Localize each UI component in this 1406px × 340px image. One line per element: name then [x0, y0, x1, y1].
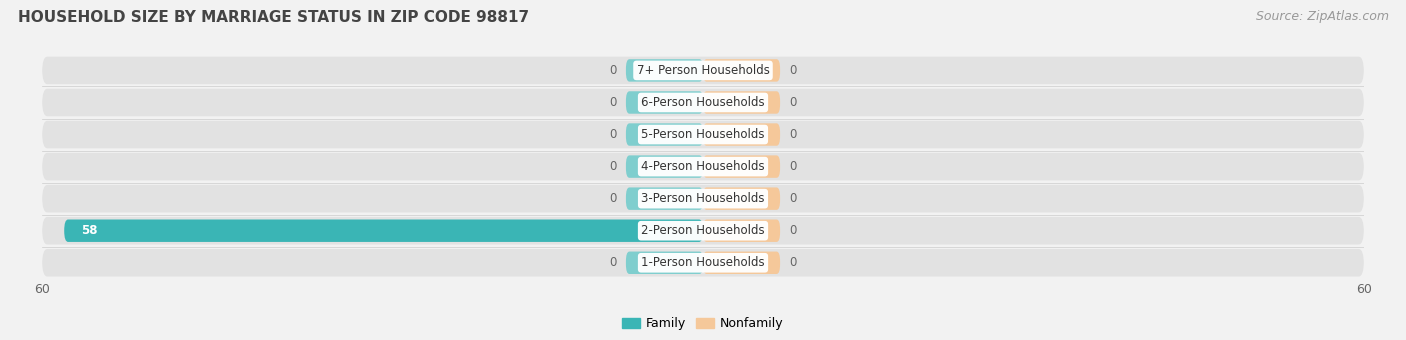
FancyBboxPatch shape — [626, 91, 703, 114]
Text: HOUSEHOLD SIZE BY MARRIAGE STATUS IN ZIP CODE 98817: HOUSEHOLD SIZE BY MARRIAGE STATUS IN ZIP… — [18, 10, 530, 25]
Text: 0: 0 — [789, 192, 796, 205]
FancyBboxPatch shape — [703, 187, 780, 210]
FancyBboxPatch shape — [703, 123, 780, 146]
Text: 0: 0 — [789, 96, 796, 109]
Text: 0: 0 — [610, 96, 617, 109]
Text: 6-Person Households: 6-Person Households — [641, 96, 765, 109]
FancyBboxPatch shape — [42, 57, 1364, 84]
FancyBboxPatch shape — [703, 91, 780, 114]
Text: 0: 0 — [610, 192, 617, 205]
Text: 58: 58 — [80, 224, 97, 237]
FancyBboxPatch shape — [65, 220, 703, 242]
FancyBboxPatch shape — [626, 187, 703, 210]
FancyBboxPatch shape — [626, 252, 703, 274]
Text: 7+ Person Households: 7+ Person Households — [637, 64, 769, 77]
FancyBboxPatch shape — [42, 153, 1364, 181]
FancyBboxPatch shape — [626, 59, 703, 82]
Text: 0: 0 — [789, 256, 796, 269]
FancyBboxPatch shape — [703, 155, 780, 178]
FancyBboxPatch shape — [703, 252, 780, 274]
Text: 0: 0 — [789, 64, 796, 77]
Legend: Family, Nonfamily: Family, Nonfamily — [617, 312, 789, 335]
Text: 0: 0 — [610, 128, 617, 141]
Text: 0: 0 — [789, 224, 796, 237]
Text: 2-Person Households: 2-Person Households — [641, 224, 765, 237]
Text: 4-Person Households: 4-Person Households — [641, 160, 765, 173]
FancyBboxPatch shape — [626, 123, 703, 146]
Text: 5-Person Households: 5-Person Households — [641, 128, 765, 141]
Text: 0: 0 — [789, 160, 796, 173]
FancyBboxPatch shape — [703, 220, 780, 242]
Text: 3-Person Households: 3-Person Households — [641, 192, 765, 205]
Text: 0: 0 — [610, 160, 617, 173]
FancyBboxPatch shape — [626, 155, 703, 178]
Text: 0: 0 — [789, 128, 796, 141]
Text: Source: ZipAtlas.com: Source: ZipAtlas.com — [1256, 10, 1389, 23]
FancyBboxPatch shape — [42, 185, 1364, 212]
Text: 0: 0 — [610, 256, 617, 269]
FancyBboxPatch shape — [703, 59, 780, 82]
Text: 0: 0 — [610, 64, 617, 77]
FancyBboxPatch shape — [42, 217, 1364, 244]
Text: 1-Person Households: 1-Person Households — [641, 256, 765, 269]
FancyBboxPatch shape — [42, 121, 1364, 148]
FancyBboxPatch shape — [42, 249, 1364, 276]
FancyBboxPatch shape — [42, 89, 1364, 116]
